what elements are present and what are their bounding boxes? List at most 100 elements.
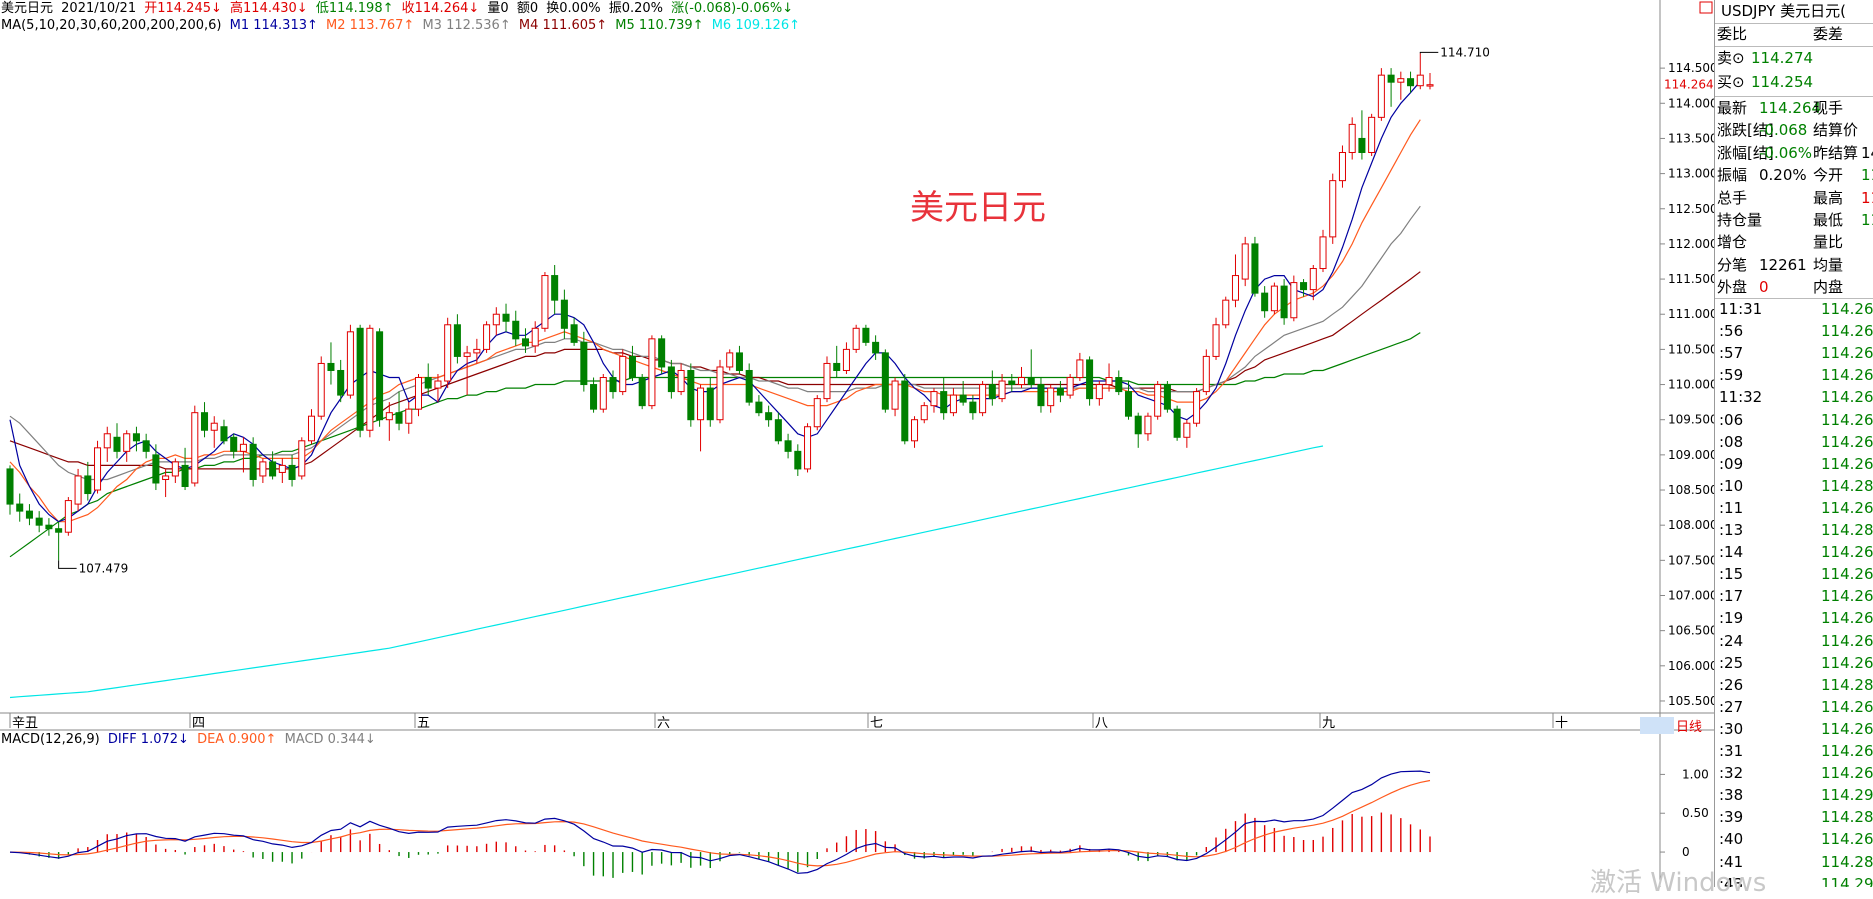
candle[interactable]: [697, 384, 705, 452]
candle[interactable]: [1231, 254, 1239, 308]
candle[interactable]: [94, 440, 102, 494]
candle[interactable]: [1397, 71, 1405, 100]
candle[interactable]: [628, 345, 636, 382]
candle[interactable]: [356, 324, 364, 438]
candle[interactable]: [84, 461, 92, 501]
candle[interactable]: [1280, 279, 1288, 325]
candle[interactable]: [483, 321, 491, 353]
period-button-bg[interactable]: [1640, 717, 1674, 734]
candle[interactable]: [288, 454, 296, 487]
candle[interactable]: [920, 402, 928, 424]
candle[interactable]: [239, 437, 247, 473]
candle[interactable]: [677, 363, 685, 396]
scroll-box[interactable]: [1699, 1, 1713, 14]
candle[interactable]: [590, 377, 598, 413]
candle[interactable]: [376, 328, 384, 427]
candle[interactable]: [1270, 282, 1278, 315]
candle[interactable]: [1017, 366, 1026, 389]
candle[interactable]: [1076, 352, 1084, 382]
candle[interactable]: [570, 317, 578, 346]
candle[interactable]: [1202, 349, 1210, 396]
candle[interactable]: [949, 388, 957, 417]
candle[interactable]: [901, 374, 909, 445]
candle[interactable]: [35, 511, 43, 533]
candle[interactable]: [1368, 113, 1376, 157]
candle[interactable]: [278, 458, 286, 483]
candle[interactable]: [765, 405, 773, 427]
candle[interactable]: [1222, 296, 1230, 329]
candle[interactable]: [230, 433, 238, 459]
candle[interactable]: [619, 349, 627, 396]
candle[interactable]: [1329, 173, 1337, 244]
candle[interactable]: [969, 395, 977, 420]
candle[interactable]: [1066, 374, 1074, 399]
candle[interactable]: [726, 349, 734, 371]
candle[interactable]: [1144, 412, 1152, 441]
candle[interactable]: [434, 374, 442, 403]
candle[interactable]: [414, 374, 423, 417]
candle[interactable]: [123, 430, 131, 462]
candle[interactable]: [6, 465, 14, 515]
candle[interactable]: [210, 416, 218, 448]
candle[interactable]: [1319, 229, 1327, 273]
candle[interactable]: [687, 363, 695, 427]
candle[interactable]: [852, 324, 860, 353]
candle[interactable]: [1261, 286, 1269, 318]
candle[interactable]: [1124, 381, 1133, 420]
candle[interactable]: [1163, 381, 1171, 413]
candle[interactable]: [1290, 275, 1298, 322]
candle[interactable]: [512, 310, 520, 346]
candle[interactable]: [872, 335, 880, 360]
period-button[interactable]: 日线: [1676, 720, 1702, 735]
candle[interactable]: [784, 433, 792, 459]
candle[interactable]: [959, 381, 967, 406]
candle[interactable]: [560, 289, 568, 339]
candle[interactable]: [201, 402, 209, 438]
candle[interactable]: [716, 359, 724, 424]
candle[interactable]: [833, 345, 841, 378]
candle[interactable]: [1047, 384, 1055, 413]
candle[interactable]: [55, 521, 63, 561]
candle[interactable]: [113, 423, 121, 459]
candle[interactable]: [998, 374, 1006, 403]
candle[interactable]: [667, 359, 675, 399]
candle[interactable]: [492, 307, 500, 336]
candle[interactable]: [64, 497, 72, 536]
candle[interactable]: [298, 437, 306, 480]
candle[interactable]: [74, 468, 82, 512]
candle[interactable]: [735, 345, 743, 374]
candle[interactable]: [132, 426, 140, 452]
candle[interactable]: [979, 381, 987, 417]
candle[interactable]: [940, 377, 948, 420]
candle[interactable]: [823, 356, 831, 403]
candle[interactable]: [930, 388, 938, 413]
candle[interactable]: [1095, 381, 1103, 406]
candle[interactable]: [521, 328, 529, 353]
candle[interactable]: [794, 444, 802, 476]
candle[interactable]: [580, 331, 588, 392]
candle[interactable]: [755, 395, 763, 417]
candle[interactable]: [444, 317, 452, 389]
candle[interactable]: [405, 402, 413, 434]
candle[interactable]: [599, 374, 607, 413]
candle[interactable]: [1115, 370, 1123, 396]
candle[interactable]: [1037, 377, 1045, 413]
candle[interactable]: [541, 272, 549, 332]
candle[interactable]: [317, 356, 325, 420]
candle[interactable]: [463, 345, 471, 396]
candle[interactable]: [774, 412, 782, 445]
candle[interactable]: [259, 458, 267, 483]
candle[interactable]: [152, 444, 160, 491]
candle[interactable]: [220, 419, 228, 445]
candle[interactable]: [551, 265, 559, 315]
candle[interactable]: [25, 504, 33, 526]
candle[interactable]: [1348, 117, 1356, 160]
candle[interactable]: [1300, 279, 1308, 297]
candle[interactable]: [45, 518, 53, 536]
candle[interactable]: [269, 451, 277, 480]
candle[interactable]: [1056, 381, 1064, 403]
candle[interactable]: [162, 468, 170, 498]
candle[interactable]: [988, 370, 996, 406]
candle[interactable]: [842, 342, 850, 374]
candle[interactable]: [327, 342, 335, 385]
